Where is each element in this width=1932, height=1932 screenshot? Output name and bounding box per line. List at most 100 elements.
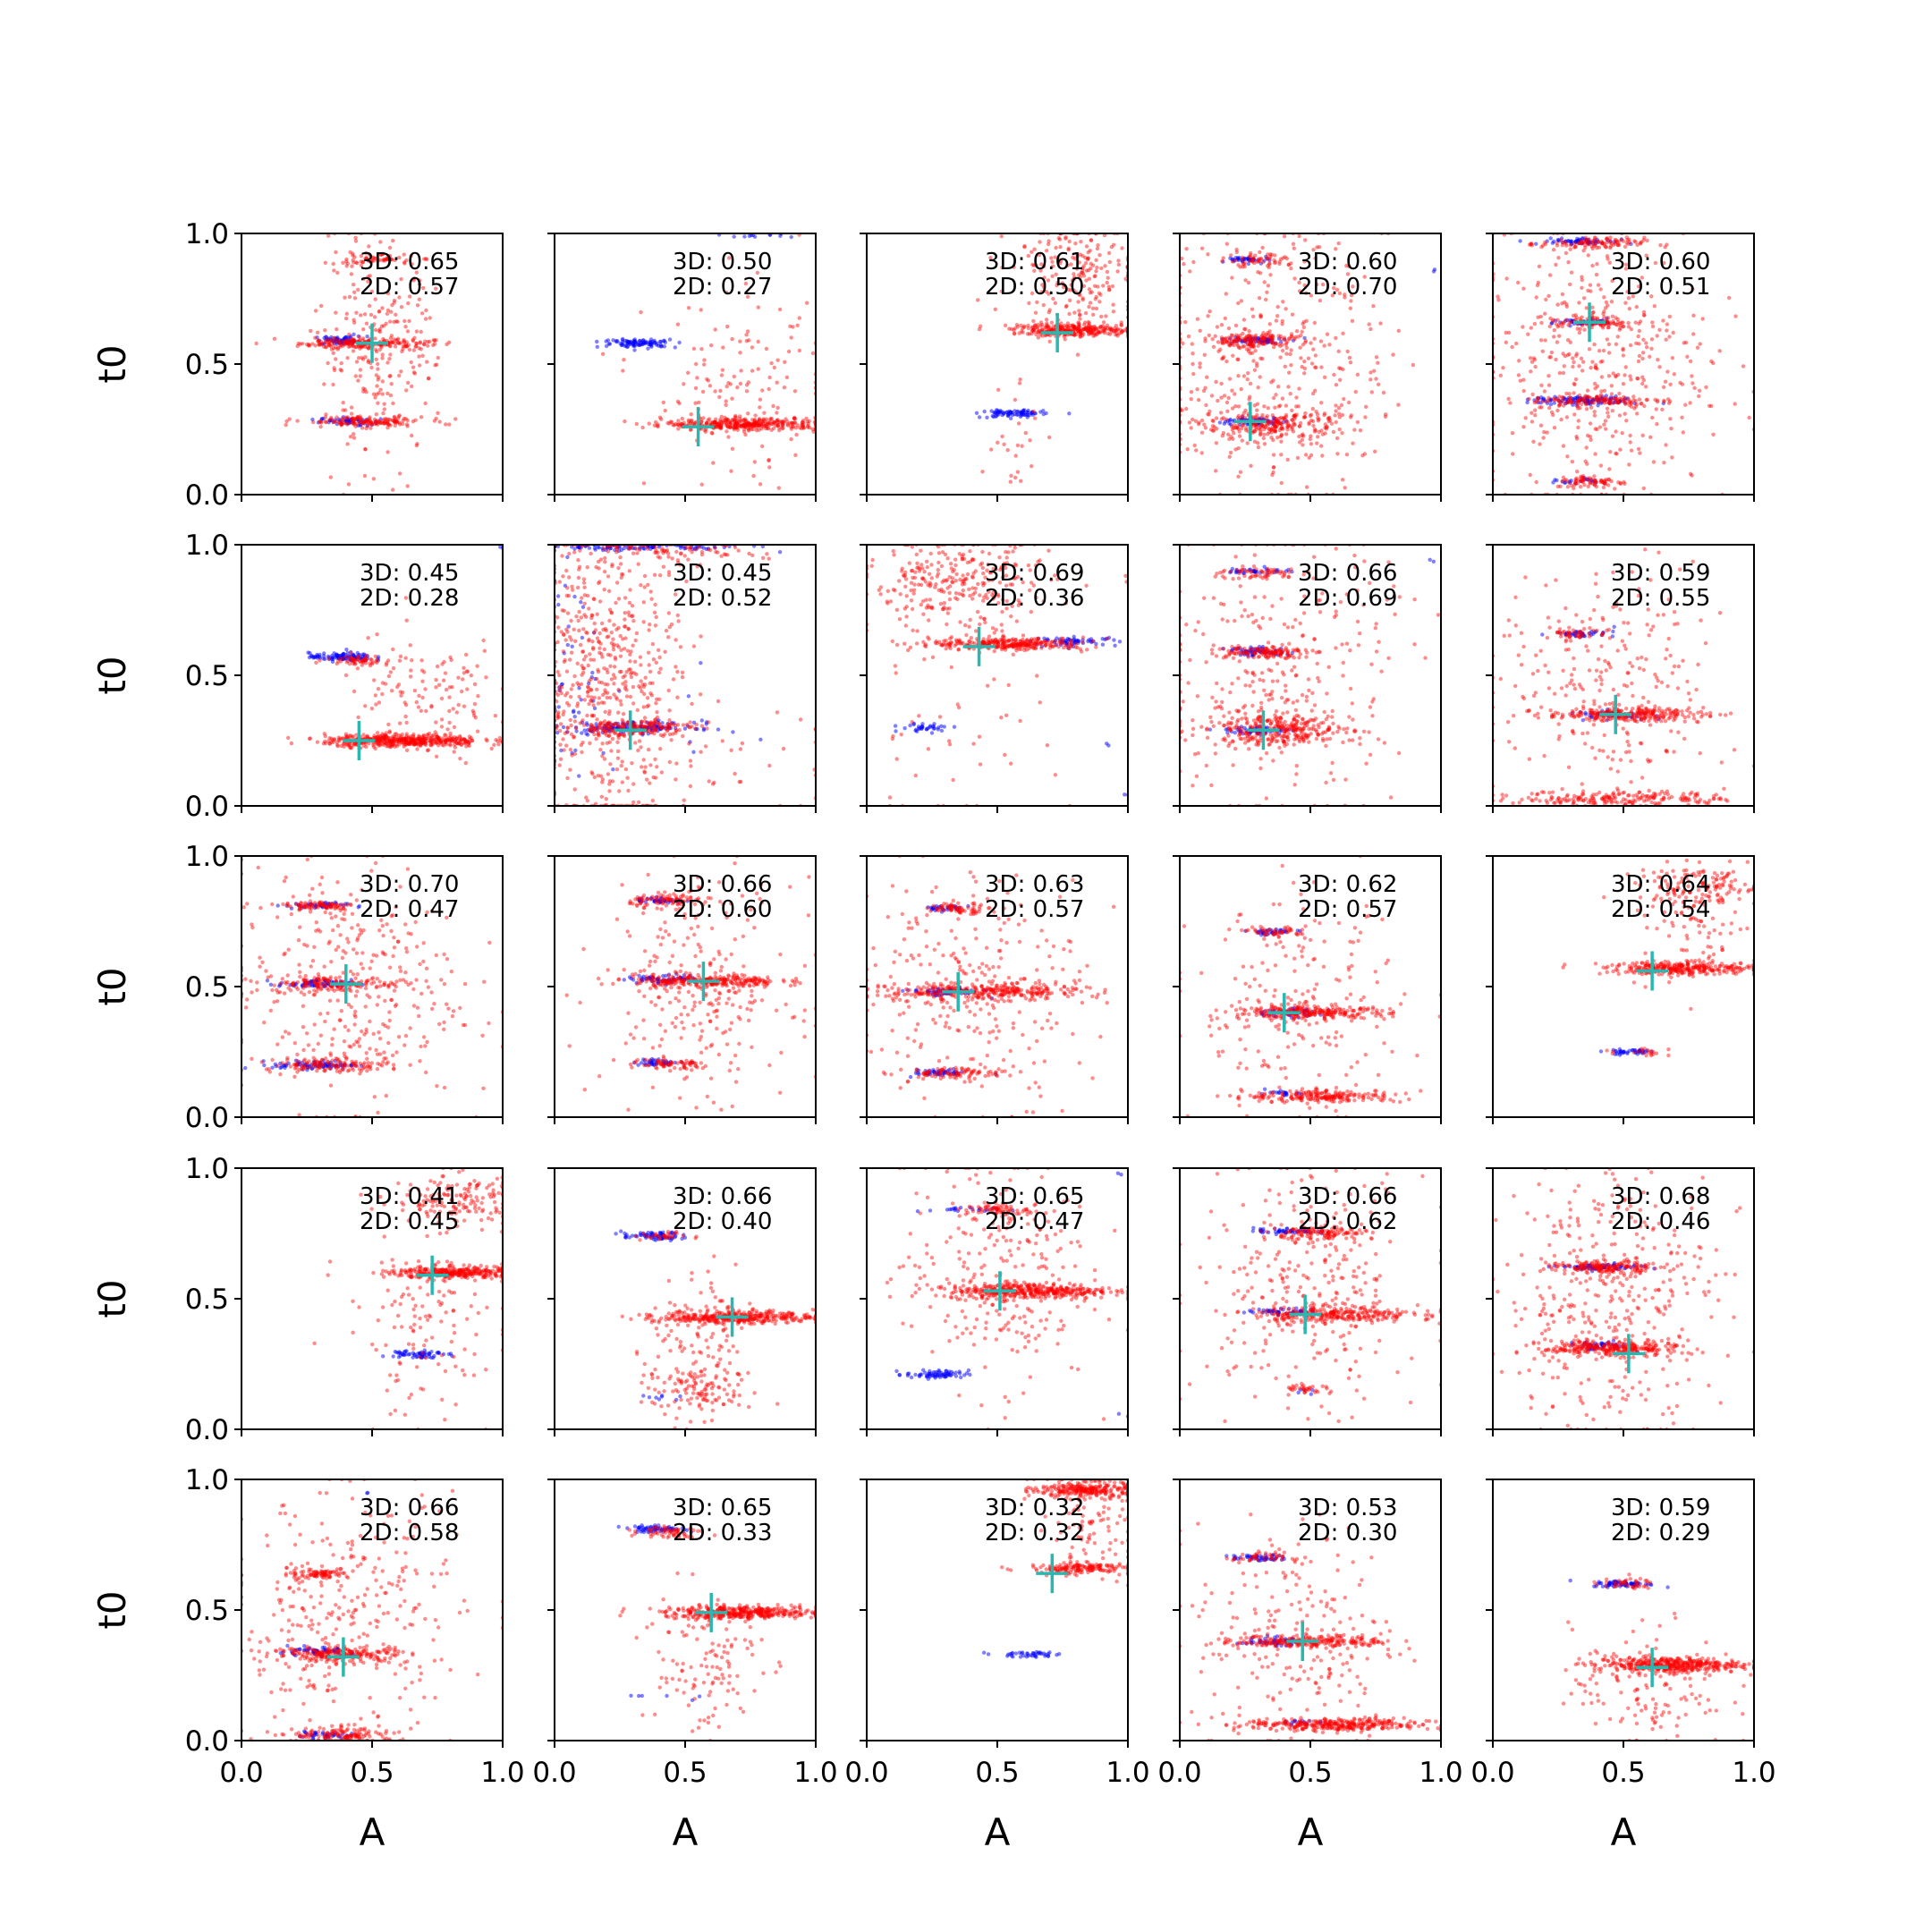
data-point [709, 343, 714, 348]
data-point [1573, 244, 1578, 250]
data-point [383, 740, 387, 744]
data-point [1273, 424, 1277, 428]
data-point [1233, 447, 1238, 452]
data-point [1078, 313, 1082, 318]
data-point [389, 340, 394, 345]
data-point [1242, 326, 1247, 332]
data-point [1262, 427, 1267, 432]
data-point [1190, 342, 1195, 346]
data-point [415, 303, 420, 308]
data-point [1619, 320, 1624, 325]
data-point [1270, 472, 1275, 478]
data-point [1074, 326, 1080, 331]
data-point [1192, 443, 1197, 448]
data-point [750, 422, 755, 428]
data-point [333, 419, 337, 424]
data-point [1032, 323, 1038, 327]
data-point [364, 321, 369, 326]
data-point [363, 355, 368, 360]
data-point [369, 365, 374, 370]
data-point [1259, 423, 1265, 428]
data-point [739, 419, 743, 423]
data-point [1580, 479, 1585, 485]
data-point [420, 734, 425, 739]
data-point [1570, 483, 1574, 488]
data-point [744, 339, 749, 343]
data-point [375, 419, 380, 423]
data-point [1274, 416, 1279, 421]
data-point [1251, 256, 1256, 260]
data-point [368, 415, 372, 419]
data-point [360, 338, 365, 343]
data-point [1624, 235, 1630, 240]
data-point [1059, 321, 1063, 326]
data-point [1227, 454, 1232, 459]
data-point [741, 418, 746, 422]
data-point [1194, 448, 1199, 453]
data-point [1590, 315, 1595, 319]
data-point [1574, 353, 1579, 358]
data-point [724, 402, 728, 407]
data-point [379, 736, 384, 741]
data-point [316, 339, 320, 343]
data-point [1344, 263, 1349, 268]
data-point [741, 423, 746, 428]
data-point [388, 340, 394, 344]
data-point [1267, 256, 1272, 261]
data-point [1615, 243, 1621, 248]
data-point [362, 419, 367, 425]
data-point [1012, 265, 1016, 269]
data-point [412, 688, 418, 693]
data-point [1233, 404, 1238, 409]
data-point [1082, 327, 1088, 332]
data-point [1236, 374, 1241, 378]
data-point [381, 734, 386, 739]
data-point [418, 737, 422, 741]
data-point [1084, 278, 1089, 283]
data-point [1046, 242, 1051, 247]
data-point [1268, 273, 1273, 277]
data-point [1594, 398, 1598, 402]
data-point [1555, 340, 1560, 344]
data-point [1244, 426, 1249, 430]
data-point [403, 736, 408, 741]
data-point [1331, 429, 1336, 435]
data-point [1075, 352, 1080, 357]
data-point [318, 343, 323, 347]
data-point [1267, 329, 1272, 334]
data-point [1562, 321, 1566, 326]
data-point [1072, 326, 1077, 330]
data-point [1045, 324, 1049, 328]
data-point [777, 428, 782, 433]
data-point [1274, 419, 1279, 424]
data-point [1072, 310, 1077, 315]
data-point [448, 738, 453, 742]
data-point [1183, 319, 1188, 325]
annotation-3d: 3D: 0.50 [673, 249, 772, 275]
data-point [693, 420, 698, 426]
data-point [1078, 317, 1082, 321]
data-point [719, 423, 724, 428]
data-point [1565, 318, 1570, 322]
data-point [341, 343, 345, 348]
data-point [743, 423, 748, 428]
data-point [733, 415, 737, 419]
data-point [1600, 400, 1605, 404]
data-point [392, 298, 397, 303]
data-point [766, 421, 771, 426]
data-point [761, 422, 766, 427]
data-point [1009, 473, 1013, 479]
data-point [1641, 309, 1647, 315]
data-point [701, 416, 706, 420]
data-point [1103, 327, 1107, 332]
data-point [1572, 381, 1577, 386]
data-point [1578, 406, 1582, 411]
data-point [743, 422, 749, 427]
data-point [342, 339, 346, 343]
data-point [363, 447, 368, 452]
data-point [416, 737, 420, 741]
data-point [369, 657, 374, 662]
data-point [1212, 425, 1217, 429]
data-point [1688, 401, 1692, 405]
data-point [801, 424, 805, 428]
